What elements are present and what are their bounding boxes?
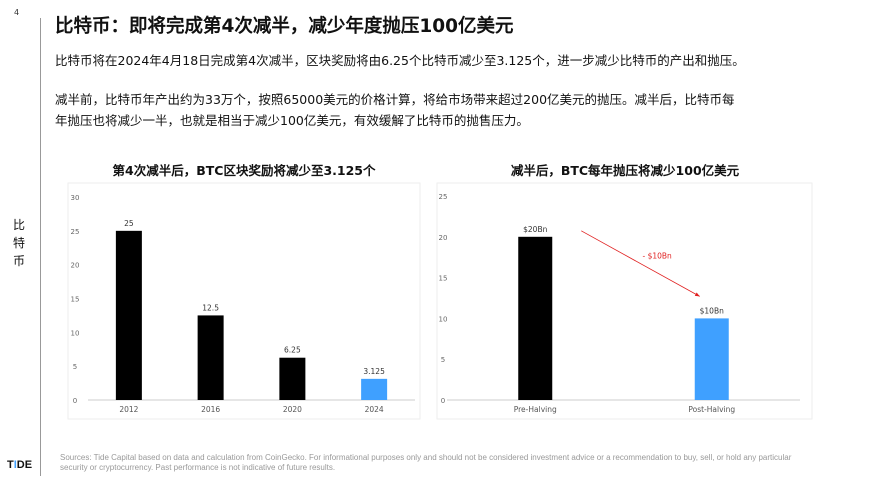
y-tick-label: 15 xyxy=(71,296,80,304)
tide-logo: TIDE xyxy=(7,459,33,471)
bar-2024 xyxy=(361,378,388,400)
bar-2020 xyxy=(279,357,306,400)
x-tick-label: Pre-Halving xyxy=(514,405,557,414)
y-tick-label: 20 xyxy=(71,262,80,270)
arrow-head-icon xyxy=(694,292,700,297)
chart-2-title: 减半后，BTC每年抛压将减少100亿美元 xyxy=(510,163,740,178)
y-tick-label: 10 xyxy=(439,315,448,323)
x-tick-label: Post-Halving xyxy=(688,405,735,414)
chart-1-panel xyxy=(67,182,421,420)
footer-disclaimer: Sources: Tide Capital based on data and … xyxy=(60,453,792,472)
y-tick-label: 5 xyxy=(441,356,445,364)
data-label: $10Bn xyxy=(700,306,724,315)
page-number: 4 xyxy=(14,8,20,17)
x-tick-label: 2024 xyxy=(365,405,384,414)
y-tick-label: 25 xyxy=(439,193,448,201)
section-label: 比特币 xyxy=(12,218,25,268)
data-label: $20Bn xyxy=(523,225,547,234)
y-tick-label: 0 xyxy=(441,397,445,405)
bar-2012 xyxy=(115,230,142,400)
chart-2-panel xyxy=(436,182,813,420)
data-label: 3.125 xyxy=(363,367,385,376)
chart-1-title: 第4次减半后，BTC区块奖励将减少至3.125个 xyxy=(112,163,376,178)
divider-line xyxy=(40,18,41,476)
reduction-annotation: - $10Bn xyxy=(643,252,673,261)
y-tick-label: 30 xyxy=(71,194,80,202)
x-tick-label: 2012 xyxy=(119,405,138,414)
bar-2016 xyxy=(197,315,224,400)
x-tick-label: 2020 xyxy=(283,405,302,414)
data-label: 12.5 xyxy=(202,303,219,312)
bar-Post-Halving xyxy=(694,318,729,400)
y-tick-label: 0 xyxy=(73,397,77,405)
y-tick-label: 25 xyxy=(71,228,80,236)
data-label: 25 xyxy=(124,219,134,228)
x-tick-label: 2016 xyxy=(201,405,220,414)
reduction-arrow xyxy=(581,230,700,297)
y-tick-label: 5 xyxy=(73,363,77,371)
paragraph-1: 比特币将在2024年4月18日完成第4次减半，区块奖励将由6.25个比特币减少至… xyxy=(55,53,745,68)
bar-Pre-Halving xyxy=(518,236,553,400)
y-tick-label: 15 xyxy=(439,275,448,283)
paragraph-2-line-2: 年抛压也将减少一半，也就是相当于减少100亿美元，有效缓解了比特币的抛售压力。 xyxy=(55,113,529,128)
paragraph-2-line-1: 减半前，比特币年产出约为33万个，按照65000美元的价格计算，将给市场带来超过… xyxy=(55,92,735,107)
page-title: 比特币：即将完成第4次减半，减少年度抛压100亿美元 xyxy=(55,16,514,37)
y-tick-label: 20 xyxy=(439,234,448,242)
data-label: 6.25 xyxy=(284,346,301,355)
y-tick-label: 10 xyxy=(71,329,80,337)
